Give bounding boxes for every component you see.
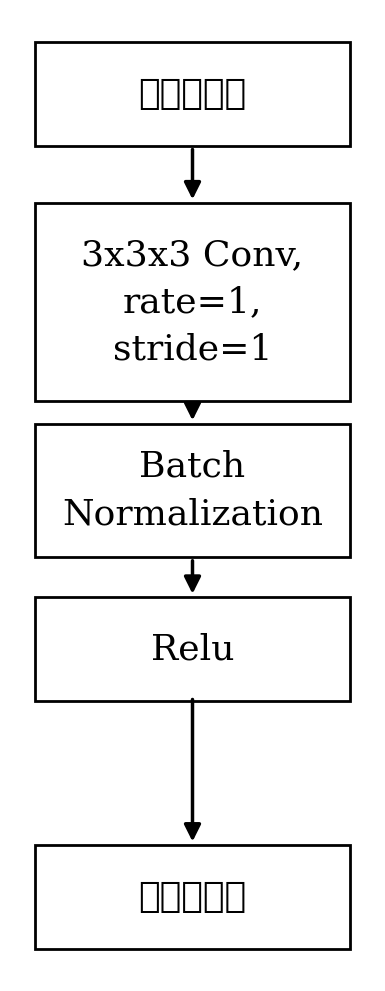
Bar [35,203,350,401]
Bar [35,424,350,557]
Text: 输出特征图: 输出特征图 [139,880,246,914]
Text: 3x3x3 Conv,
rate=1,
stride=1: 3x3x3 Conv, rate=1, stride=1 [82,238,303,367]
Text: Batch
Normalization: Batch Normalization [62,450,323,531]
Text: Relu: Relu [151,632,234,666]
Bar [35,844,350,949]
Text: 输入特征图: 输入特征图 [139,77,246,111]
Bar [35,43,350,146]
Bar [35,597,350,702]
